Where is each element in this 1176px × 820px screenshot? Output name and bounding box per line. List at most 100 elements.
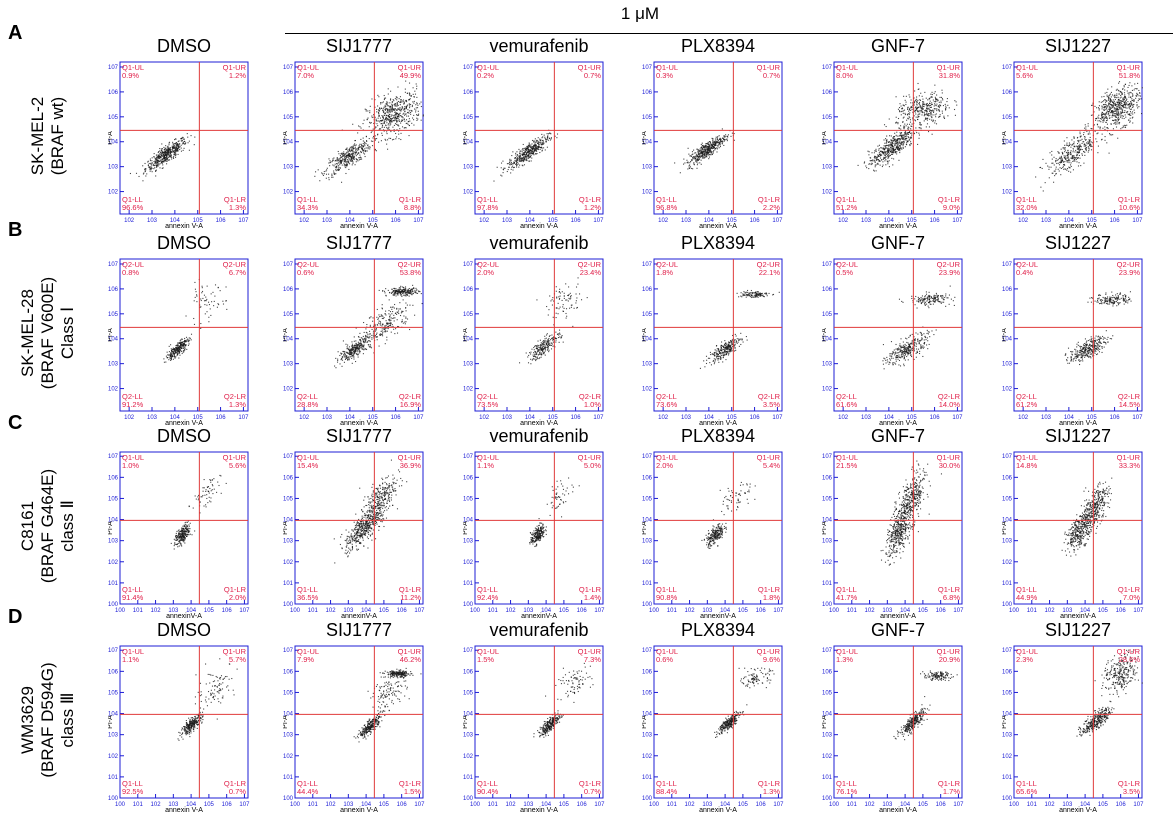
event-dot: [520, 160, 521, 161]
event-dot: [1084, 144, 1085, 145]
event-dot: [931, 102, 932, 103]
event-dot: [335, 358, 336, 359]
event-dot: [387, 139, 388, 140]
event-dot: [889, 149, 890, 150]
event-dot: [531, 160, 532, 161]
event-dot: [1111, 108, 1112, 109]
event-dot: [515, 160, 516, 161]
event-dot: [536, 145, 537, 146]
event-dot: [184, 349, 185, 350]
event-dot: [697, 162, 698, 163]
event-dot: [888, 151, 889, 152]
event-dot: [909, 96, 910, 97]
event-dot: [1117, 102, 1118, 103]
event-dot: [390, 99, 391, 100]
event-dot: [156, 161, 157, 162]
event-dot: [714, 145, 715, 146]
event-dot: [330, 162, 331, 163]
event-dot: [365, 348, 366, 349]
event-dot: [901, 136, 902, 137]
event-dot: [349, 357, 350, 358]
event-dot: [918, 116, 919, 117]
event-dot: [204, 304, 205, 305]
event-dot: [511, 162, 512, 163]
event-dot: [186, 349, 187, 350]
event-dot: [1118, 115, 1119, 116]
event-dot: [395, 117, 396, 118]
event-dot: [1113, 105, 1114, 106]
event-dot: [177, 343, 178, 344]
event-dot: [386, 115, 387, 116]
event-dot: [417, 105, 418, 106]
panel-title: SIJ1777: [279, 233, 439, 254]
event-dot: [516, 156, 517, 157]
event-dot: [405, 307, 406, 308]
event-dot: [162, 151, 163, 152]
event-dot: [335, 160, 336, 161]
event-dot: [514, 162, 515, 163]
event-dot: [868, 154, 869, 155]
event-dot: [357, 150, 358, 151]
event-dot: [357, 344, 358, 345]
event-dot: [509, 161, 510, 162]
event-dot: [887, 145, 888, 146]
event-dot: [1087, 141, 1088, 142]
event-dot: [397, 97, 398, 98]
event-dot: [1134, 112, 1135, 113]
event-dot: [345, 354, 346, 355]
event-dot: [908, 111, 909, 112]
event-dot: [369, 331, 370, 332]
event-dot: [1134, 89, 1135, 90]
event-dot: [401, 99, 402, 100]
event-dot: [884, 124, 885, 125]
event-dot: [329, 165, 330, 166]
event-dot: [176, 142, 177, 143]
event-dot: [906, 120, 907, 121]
event-dot: [352, 344, 353, 345]
event-dot: [1128, 114, 1129, 115]
event-dot: [324, 171, 325, 172]
event-dot: [696, 159, 697, 160]
event-dot: [173, 351, 174, 352]
event-dot: [1075, 150, 1076, 151]
event-dot: [907, 140, 908, 141]
x-tick-label: 106: [391, 415, 402, 421]
event-dot: [929, 126, 930, 127]
event-dot: [914, 101, 915, 102]
event-dot: [916, 132, 917, 133]
event-dot: [896, 146, 897, 147]
event-dot: [1106, 95, 1107, 96]
event-dot: [373, 333, 374, 334]
event-dot: [536, 146, 537, 147]
event-dot: [384, 99, 385, 100]
event-dot: [386, 122, 387, 123]
event-dot: [529, 151, 530, 152]
quadrant-percent-ur: 0.7%: [584, 71, 601, 80]
event-dot: [344, 161, 345, 162]
event-dot: [516, 165, 517, 166]
event-dot: [1072, 157, 1073, 158]
event-dot: [384, 121, 385, 122]
event-dot: [1119, 105, 1120, 106]
event-dot: [1052, 163, 1053, 164]
event-dot: [398, 120, 399, 121]
event-dot: [350, 350, 351, 351]
event-dot: [1063, 164, 1064, 165]
event-dot: [888, 145, 889, 146]
event-dot: [371, 122, 372, 123]
event-dot: [384, 331, 385, 332]
event-dot: [549, 138, 550, 139]
event-dot: [1115, 105, 1116, 106]
event-dot: [918, 111, 919, 112]
event-dot: [1109, 110, 1110, 111]
event-dot: [1049, 152, 1050, 153]
event-dot: [327, 168, 328, 169]
event-dot: [393, 317, 394, 318]
event-dot: [394, 304, 395, 305]
event-dot: [375, 127, 376, 128]
event-dot: [1119, 102, 1120, 103]
event-dot: [924, 92, 925, 93]
event-dot: [923, 108, 924, 109]
y-tick-label: 103: [822, 165, 833, 171]
event-dot: [905, 134, 906, 135]
